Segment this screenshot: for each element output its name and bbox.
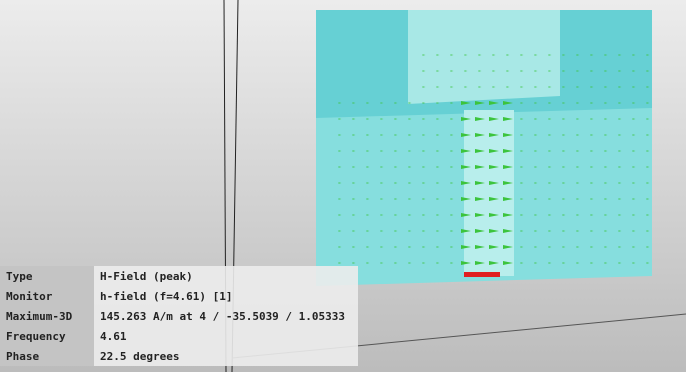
info-label: Phase [0, 346, 94, 366]
patch [408, 10, 560, 104]
info-label: Type [0, 266, 94, 286]
info-value: h-field (f=4.61) [1] [94, 286, 358, 306]
port [464, 272, 500, 277]
info-row: Monitorh-field (f=4.61) [1] [0, 286, 358, 306]
page: TypeH-Field (peak)Monitorh-field (f=4.61… [0, 0, 686, 372]
info-row: Maximum-3D145.263 A/m at 4 / -35.5039 / … [0, 306, 358, 326]
info-label: Frequency [0, 326, 94, 346]
info-label: Monitor [0, 286, 94, 306]
info-value: 145.263 A/m at 4 / -35.5039 / 1.05333 [94, 306, 358, 326]
info-value: 4.61 [94, 326, 358, 346]
info-label: Maximum-3D [0, 306, 94, 326]
info-value: H-Field (peak) [94, 266, 358, 286]
info-row: TypeH-Field (peak) [0, 266, 358, 286]
info-row: Phase22.5 degrees [0, 346, 358, 366]
info-value: 22.5 degrees [94, 346, 358, 366]
